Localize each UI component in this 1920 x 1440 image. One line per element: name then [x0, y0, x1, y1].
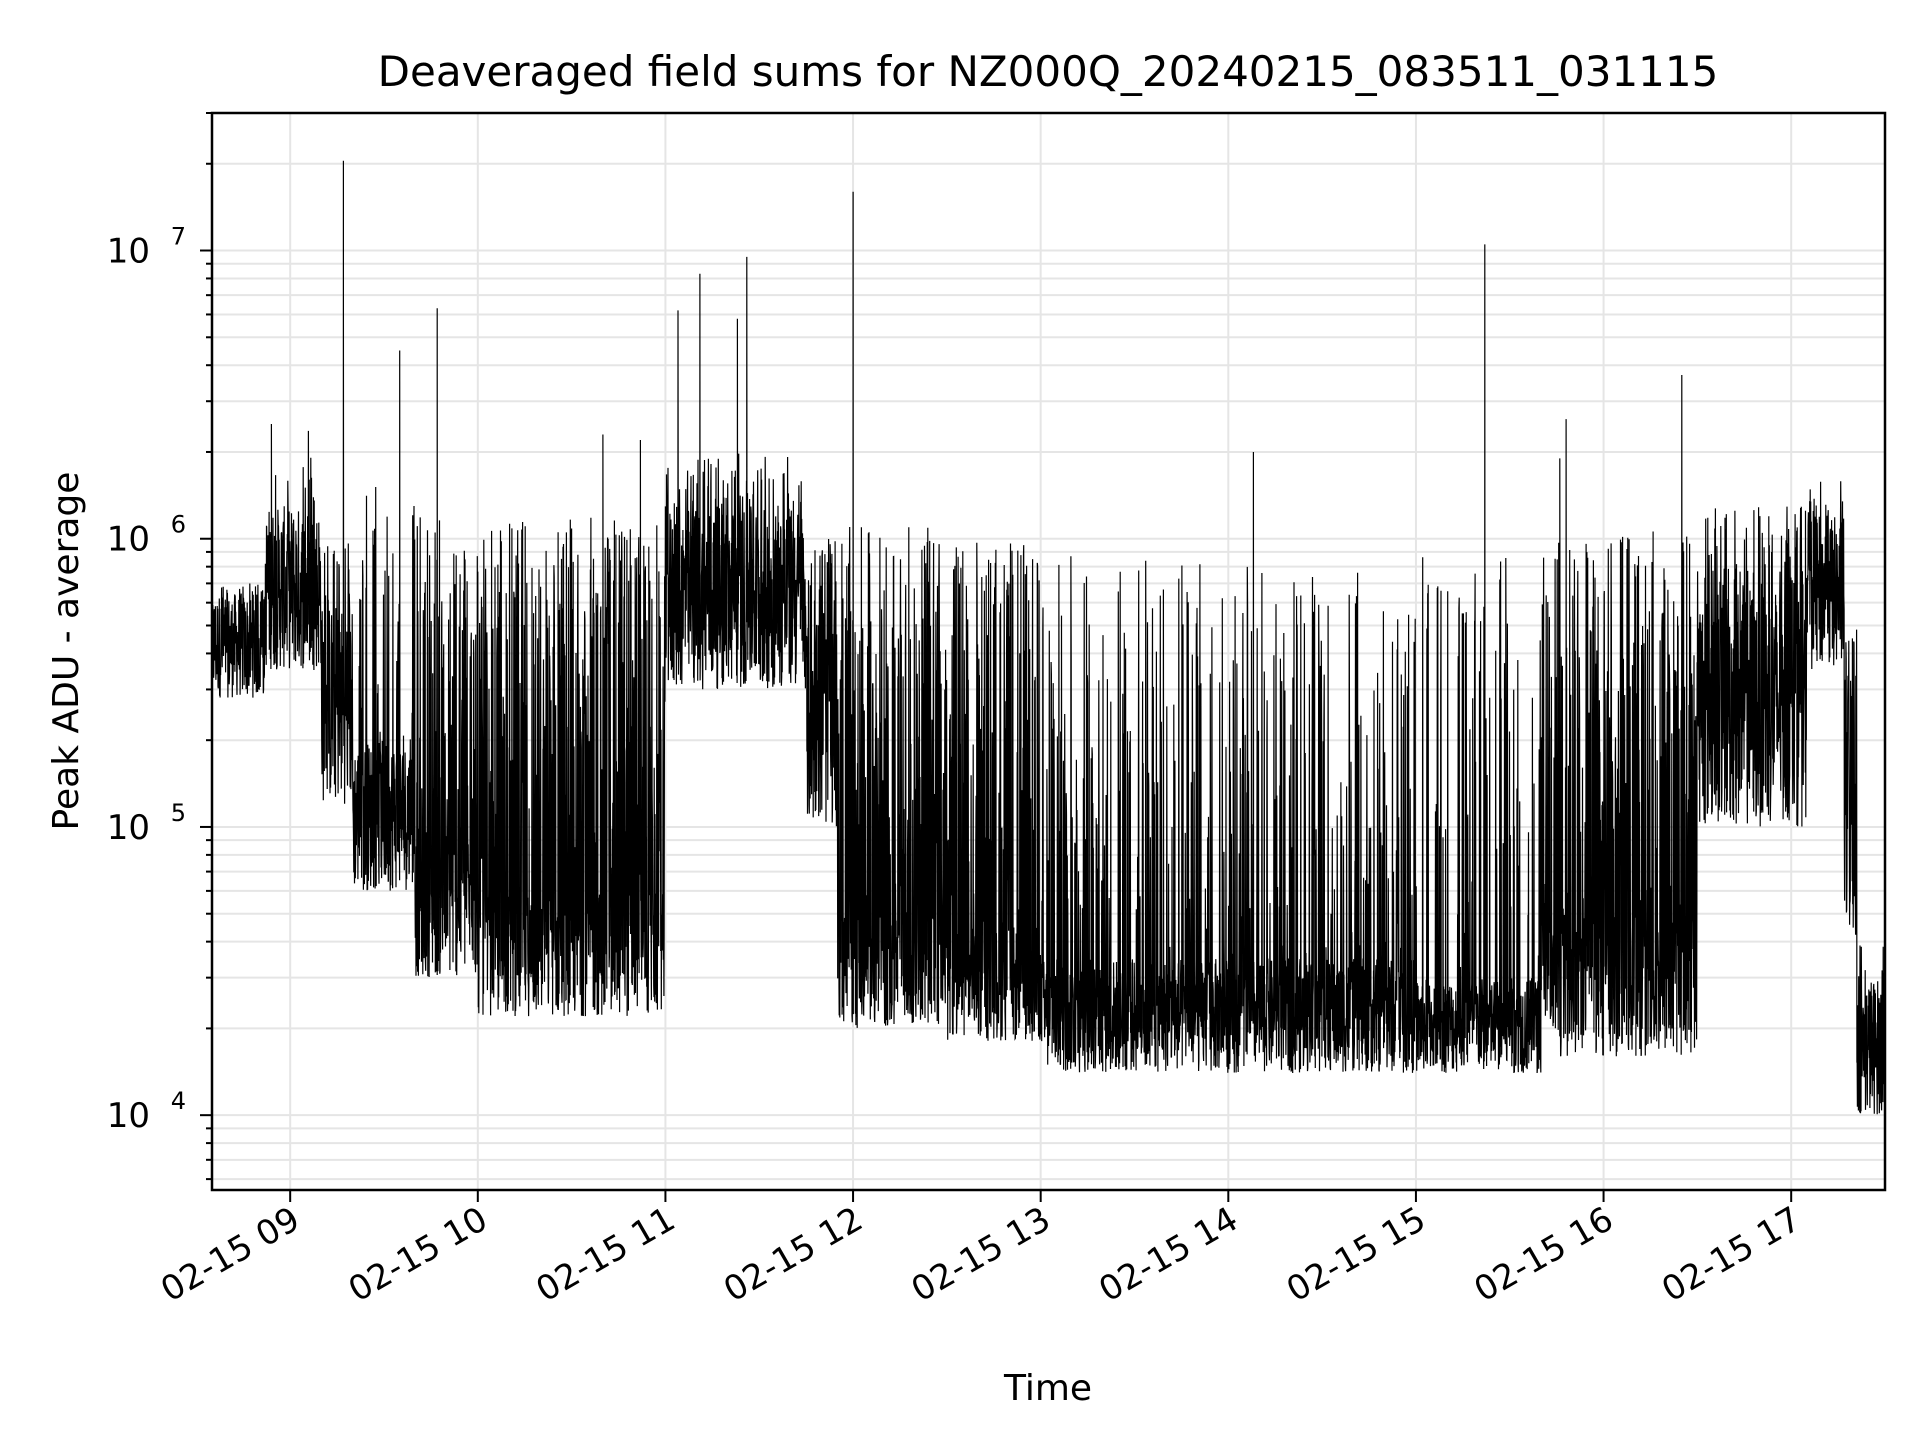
x-tick-label: 02-15 12: [717, 1199, 869, 1310]
y-tick-label: 10: [107, 1096, 150, 1136]
x-tick-label: 02-15 11: [530, 1199, 682, 1310]
data-series: [211, 160, 1886, 1115]
x-tick-label: 02-15 15: [1280, 1199, 1432, 1310]
x-tick-label: 02-15 16: [1468, 1199, 1620, 1310]
y-tick-exponent: 4: [171, 1087, 186, 1115]
chart-title: Deaveraged field sums for NZ000Q_2024021…: [378, 47, 1719, 96]
y-tick-exponent: 7: [171, 223, 186, 251]
y-tick-label: 10: [107, 520, 150, 560]
series-line: [211, 160, 1886, 1115]
x-tick-label: 02-15 17: [1655, 1199, 1807, 1310]
x-axis-label: Time: [1003, 1368, 1092, 1409]
x-tick-label: 02-15 14: [1092, 1199, 1244, 1310]
x-tick-label: 02-15 13: [905, 1199, 1057, 1310]
plot-frame: [210, 111, 1887, 1192]
x-tick-label: 02-15 09: [154, 1199, 306, 1310]
y-axis-label: Peak ADU - average: [46, 472, 87, 831]
y-tick-label: 10: [107, 808, 150, 848]
x-tick-label: 02-15 10: [342, 1199, 494, 1310]
y-tick-exponent: 6: [171, 511, 186, 539]
y-tick-exponent: 5: [171, 799, 186, 827]
y-tick-label: 10: [107, 232, 150, 272]
